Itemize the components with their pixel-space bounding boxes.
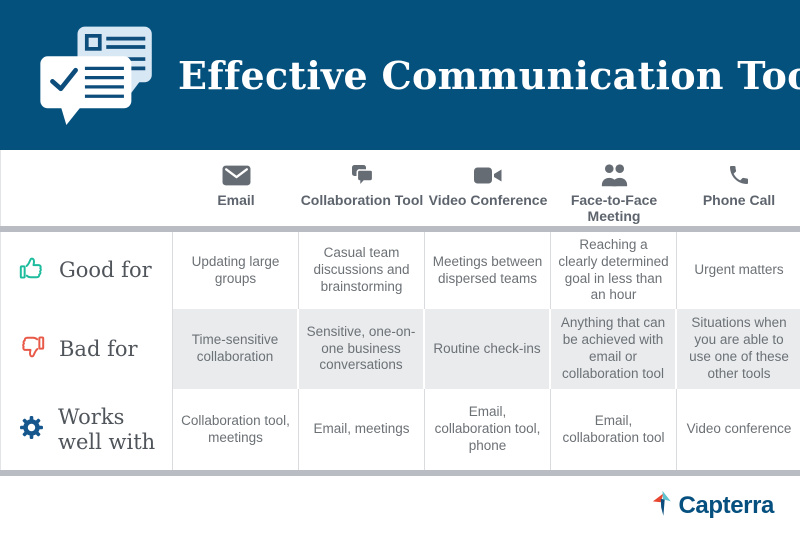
column-label: Collaboration Tool <box>300 192 424 208</box>
cell-bad-phone: Situations when you are able to use one … <box>677 309 800 389</box>
table-row-works-well-with: Works well with Collaboration tool, meet… <box>1 389 800 470</box>
cell-bad-video: Routine check-ins <box>425 309 551 389</box>
capterra-logo: Capterra <box>652 490 774 522</box>
corner-spacer <box>1 150 173 226</box>
cell-bad-face-to-face: Anything that can be achieved with email… <box>551 309 677 389</box>
column-header-collaboration-tool: Collaboration Tool <box>299 150 425 226</box>
table-row-bad-for: Bad for Time-sensitive collaboration Sen… <box>1 309 800 389</box>
gear-icon <box>18 414 45 446</box>
row-header-bad-for: Bad for <box>1 309 173 389</box>
footer: Capterra <box>0 476 800 536</box>
row-header-good-for: Good for <box>1 232 173 309</box>
comparison-table: Good for Updating large groups Casual te… <box>0 232 800 470</box>
capterra-mark-icon <box>652 490 673 522</box>
capterra-wordmark: Capterra <box>678 492 774 519</box>
chat-messages-icon <box>36 21 158 130</box>
cell-works-phone: Video conference <box>677 389 800 470</box>
cell-works-video: Email, collaboration tool, phone <box>425 389 551 470</box>
column-header-phone-call: Phone Call <box>677 150 800 226</box>
row-label: Works well with <box>58 405 156 454</box>
row-header-works-well-with: Works well with <box>1 389 173 470</box>
cell-good-collaboration: Casual team discussions and brainstormin… <box>299 232 425 309</box>
phone-icon <box>727 162 751 188</box>
column-header-row: Email Collaboration Tool Video Conferenc… <box>0 150 800 226</box>
column-label: Email <box>217 192 255 208</box>
email-icon <box>222 162 251 188</box>
chat-bubbles-icon <box>349 162 375 188</box>
column-header-video-conference: Video Conference <box>425 150 551 226</box>
cell-good-video: Meetings between dispersed teams <box>425 232 551 309</box>
row-label: Bad for <box>59 336 138 361</box>
video-camera-icon <box>473 162 503 188</box>
column-header-face-to-face: Face-to-Face Meeting <box>551 150 677 226</box>
header-banner: Effective Communication Tools <box>0 0 800 150</box>
column-label: Face-to-Face Meeting <box>570 192 658 224</box>
column-header-email: Email <box>173 150 299 226</box>
bottom-divider-bar <box>0 470 800 476</box>
cell-bad-collaboration: Sensitive, one-on-one business conversat… <box>299 309 425 389</box>
cell-works-face-to-face: Email, collaboration tool <box>551 389 677 470</box>
thumbs-down-icon <box>18 333 46 366</box>
page-title: Effective Communication Tools <box>178 52 800 98</box>
cell-bad-email: Time-sensitive collaboration <box>173 309 299 389</box>
cell-good-face-to-face: Reaching a clearly determined goal in le… <box>551 232 677 309</box>
column-label: Phone Call <box>702 192 776 208</box>
thumbs-up-icon <box>18 254 46 287</box>
cell-good-email: Updating large groups <box>173 232 299 309</box>
table-row-good-for: Good for Updating large groups Casual te… <box>1 232 800 309</box>
top-divider-bar <box>0 226 800 232</box>
people-icon <box>600 162 629 188</box>
cell-works-collaboration: Email, meetings <box>299 389 425 470</box>
column-label: Video Conference <box>428 192 548 208</box>
cell-works-email: Collaboration tool, meetings <box>173 389 299 470</box>
row-label: Good for <box>59 258 152 283</box>
cell-good-phone: Urgent matters <box>677 232 800 309</box>
